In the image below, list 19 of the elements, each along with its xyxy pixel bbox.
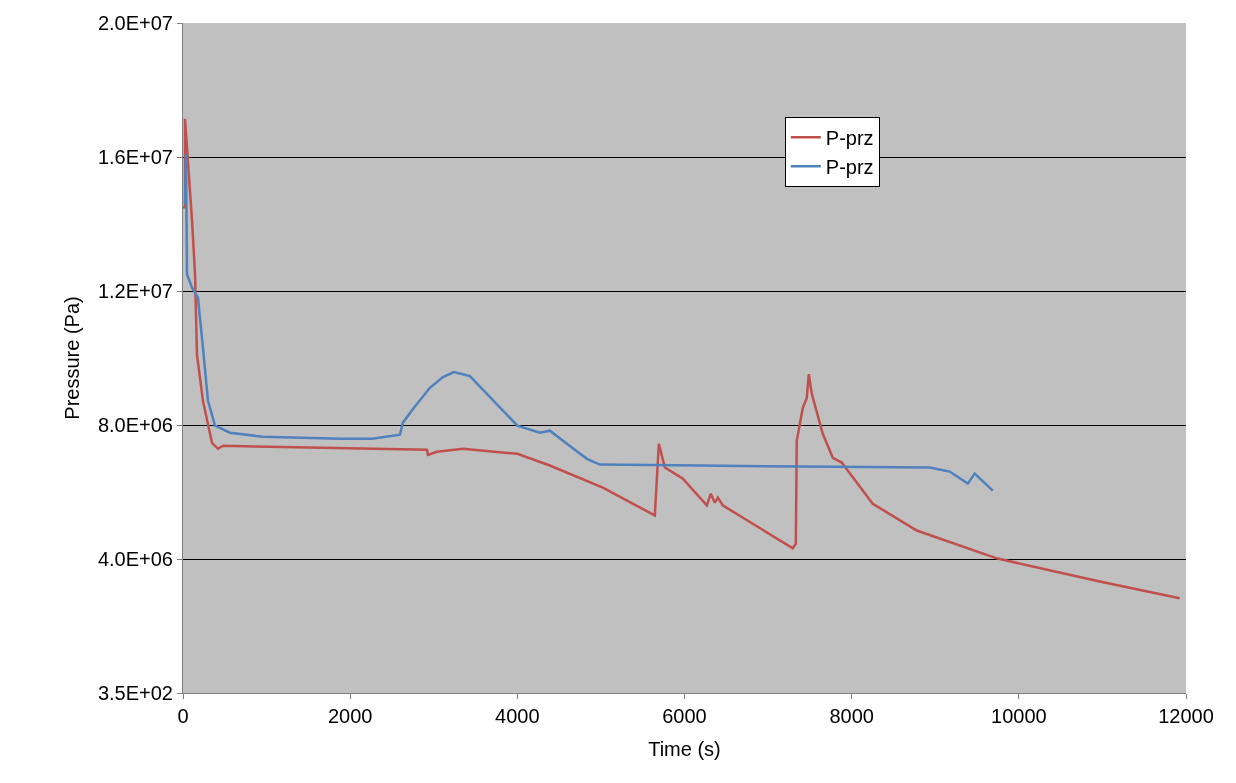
x-tick-label: 10000 — [991, 705, 1047, 727]
y-tick-label: 8.0E+06 — [97, 414, 173, 437]
y-axis-title: Pressure (Pa) — [61, 296, 84, 420]
x-axis-title: Time (s) — [648, 737, 721, 760]
line-series — [183, 117, 1181, 600]
y-tick-label: 2.0E+07 — [97, 12, 173, 34]
line-series — [183, 152, 995, 492]
y-tick-label: 1.2E+07 — [97, 280, 173, 302]
x-tick-label: 2000 — [327, 705, 373, 727]
legend-label: P-prz — [825, 127, 874, 150]
y-tick-label: 1.6E+07 — [97, 146, 173, 168]
x-tick-label: 12000 — [1158, 705, 1214, 727]
legend-label: P-prz — [825, 156, 874, 179]
y-tick-label: 4.0E+06 — [97, 548, 173, 571]
x-tick-label: 8000 — [829, 705, 874, 727]
x-tick-label: 0 — [177, 705, 189, 727]
x-tick-label: 4000 — [495, 705, 540, 727]
x-tick-label: 6000 — [662, 705, 707, 727]
y-tick-label: 3.5E+02 — [97, 682, 173, 704]
